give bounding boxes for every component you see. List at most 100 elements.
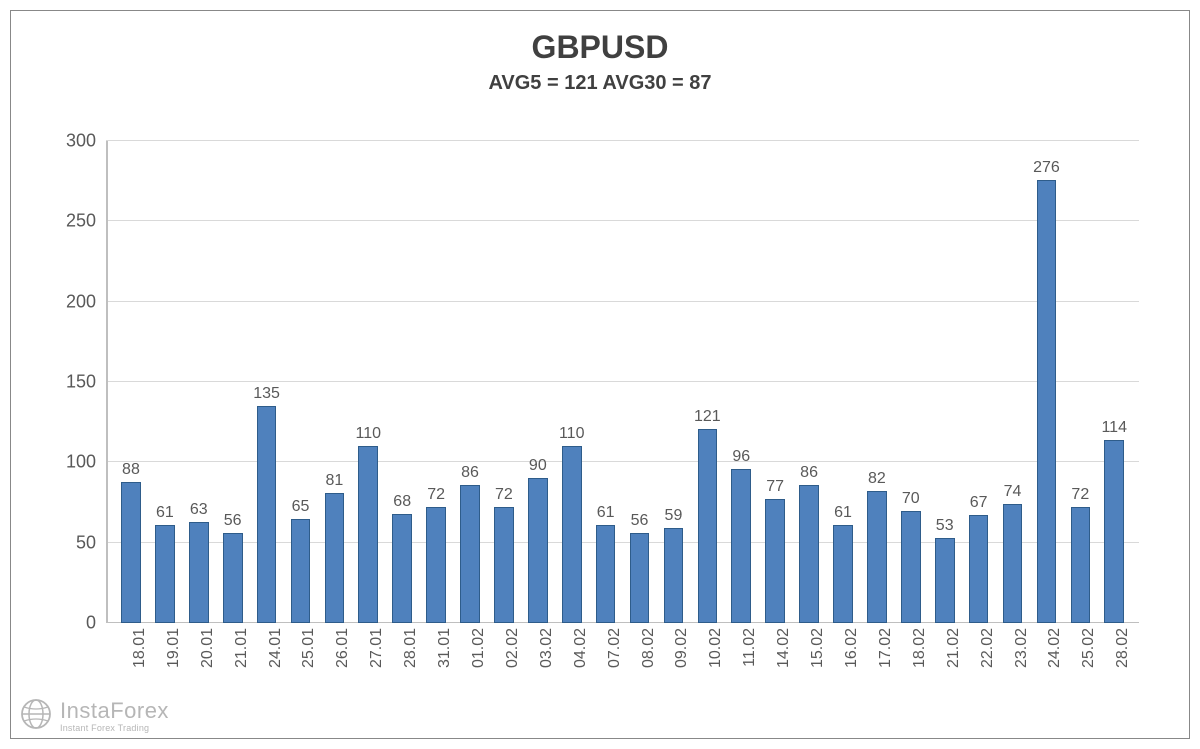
x-axis-label: 04.02 bbox=[572, 628, 590, 668]
bars: 8861635613565811106872867290110615659121… bbox=[106, 141, 1139, 623]
plot-area: 8861635613565811106872867290110615659121… bbox=[106, 141, 1139, 623]
x-label-slot: 24.01 bbox=[250, 628, 284, 718]
bar-value-label: 63 bbox=[190, 501, 208, 519]
y-axis-label: 200 bbox=[66, 291, 96, 312]
bar-slot: 61 bbox=[148, 141, 182, 623]
bar bbox=[969, 515, 989, 623]
y-axis-label: 300 bbox=[66, 131, 96, 152]
bar-slot: 53 bbox=[928, 141, 962, 623]
bar bbox=[867, 491, 887, 623]
x-label-slot: 08.02 bbox=[623, 628, 657, 718]
bar-value-label: 121 bbox=[694, 408, 721, 426]
bar-value-label: 72 bbox=[1071, 486, 1089, 504]
x-axis-label: 21.01 bbox=[233, 628, 251, 668]
bar-slot: 135 bbox=[250, 141, 284, 623]
x-axis-label: 21.02 bbox=[945, 628, 963, 668]
x-axis-label: 22.02 bbox=[979, 628, 997, 668]
bar-slot: 59 bbox=[657, 141, 691, 623]
bar bbox=[935, 538, 955, 623]
bar-slot: 110 bbox=[555, 141, 589, 623]
bar-value-label: 53 bbox=[936, 517, 954, 535]
bar bbox=[1037, 180, 1057, 623]
globe-icon bbox=[20, 698, 52, 735]
x-axis-label: 24.02 bbox=[1046, 628, 1064, 668]
bar-slot: 77 bbox=[758, 141, 792, 623]
bar-slot: 121 bbox=[690, 141, 724, 623]
bar-value-label: 67 bbox=[970, 494, 988, 512]
bar-value-label: 65 bbox=[292, 498, 310, 516]
bar bbox=[426, 507, 446, 623]
y-axis-label: 250 bbox=[66, 211, 96, 232]
bar bbox=[596, 525, 616, 623]
bar-slot: 72 bbox=[1063, 141, 1097, 623]
x-axis-label: 09.02 bbox=[673, 628, 691, 668]
bar-slot: 86 bbox=[453, 141, 487, 623]
y-axis-label: 50 bbox=[76, 532, 96, 553]
x-axis-label: 15.02 bbox=[809, 628, 827, 668]
bar bbox=[494, 507, 514, 623]
bar bbox=[698, 429, 718, 623]
bar-value-label: 135 bbox=[253, 385, 280, 403]
bar-slot: 276 bbox=[1029, 141, 1063, 623]
x-label-slot: 21.02 bbox=[928, 628, 962, 718]
watermark-brand: InstaForex bbox=[60, 700, 169, 722]
bar-value-label: 82 bbox=[868, 470, 886, 488]
bar-slot: 61 bbox=[589, 141, 623, 623]
bar bbox=[291, 519, 311, 623]
x-axis-label: 31.01 bbox=[436, 628, 454, 668]
x-axis-label: 18.02 bbox=[911, 628, 929, 668]
bar-value-label: 81 bbox=[325, 472, 343, 490]
bar-slot: 56 bbox=[216, 141, 250, 623]
bar-slot: 61 bbox=[826, 141, 860, 623]
bar bbox=[1104, 440, 1124, 623]
x-axis-label: 02.02 bbox=[504, 628, 522, 668]
bar-value-label: 86 bbox=[800, 464, 818, 482]
x-axis-label: 28.01 bbox=[402, 628, 420, 668]
x-axis-label: 25.01 bbox=[300, 628, 318, 668]
x-axis-label: 14.02 bbox=[775, 628, 793, 668]
bar-value-label: 74 bbox=[1004, 483, 1022, 501]
y-axis-label: 100 bbox=[66, 452, 96, 473]
bar-value-label: 86 bbox=[461, 464, 479, 482]
x-label-slot: 23.02 bbox=[996, 628, 1030, 718]
bar-value-label: 114 bbox=[1101, 419, 1127, 437]
bar-slot: 67 bbox=[962, 141, 996, 623]
bar-value-label: 276 bbox=[1033, 159, 1060, 177]
x-label-slot: 25.01 bbox=[284, 628, 318, 718]
bar-slot: 82 bbox=[860, 141, 894, 623]
bar bbox=[765, 499, 785, 623]
bar bbox=[528, 478, 548, 623]
x-label-slot: 02.02 bbox=[487, 628, 521, 718]
x-axis-labels: 18.0119.0120.0121.0124.0125.0126.0127.01… bbox=[106, 628, 1139, 718]
bar-slot: 63 bbox=[182, 141, 216, 623]
x-label-slot: 14.02 bbox=[758, 628, 792, 718]
x-label-slot: 28.02 bbox=[1097, 628, 1131, 718]
bar-slot: 56 bbox=[623, 141, 657, 623]
bar-value-label: 77 bbox=[766, 478, 784, 496]
bar-slot: 72 bbox=[487, 141, 521, 623]
bar-value-label: 70 bbox=[902, 490, 920, 508]
chart-subtitle: AVG5 = 121 AVG30 = 87 bbox=[11, 72, 1189, 95]
x-axis-label: 24.01 bbox=[267, 628, 285, 668]
x-label-slot: 27.01 bbox=[351, 628, 385, 718]
bar-value-label: 56 bbox=[224, 512, 242, 530]
x-label-slot: 03.02 bbox=[521, 628, 555, 718]
bar-value-label: 72 bbox=[427, 486, 445, 504]
x-axis-label: 08.02 bbox=[640, 628, 658, 668]
bar-value-label: 61 bbox=[834, 504, 852, 522]
x-label-slot: 20.01 bbox=[182, 628, 216, 718]
x-label-slot: 26.01 bbox=[317, 628, 351, 718]
x-label-slot: 04.02 bbox=[555, 628, 589, 718]
bar-value-label: 88 bbox=[122, 461, 140, 479]
bar bbox=[901, 511, 921, 623]
x-label-slot: 10.02 bbox=[690, 628, 724, 718]
bar-value-label: 61 bbox=[597, 504, 615, 522]
x-label-slot: 09.02 bbox=[657, 628, 691, 718]
bar bbox=[325, 493, 345, 623]
x-label-slot: 17.02 bbox=[860, 628, 894, 718]
x-axis-label: 01.02 bbox=[470, 628, 488, 668]
x-label-slot: 24.02 bbox=[1029, 628, 1063, 718]
x-label-slot: 01.02 bbox=[453, 628, 487, 718]
x-label-slot: 18.02 bbox=[894, 628, 928, 718]
bar-value-label: 110 bbox=[356, 425, 382, 443]
